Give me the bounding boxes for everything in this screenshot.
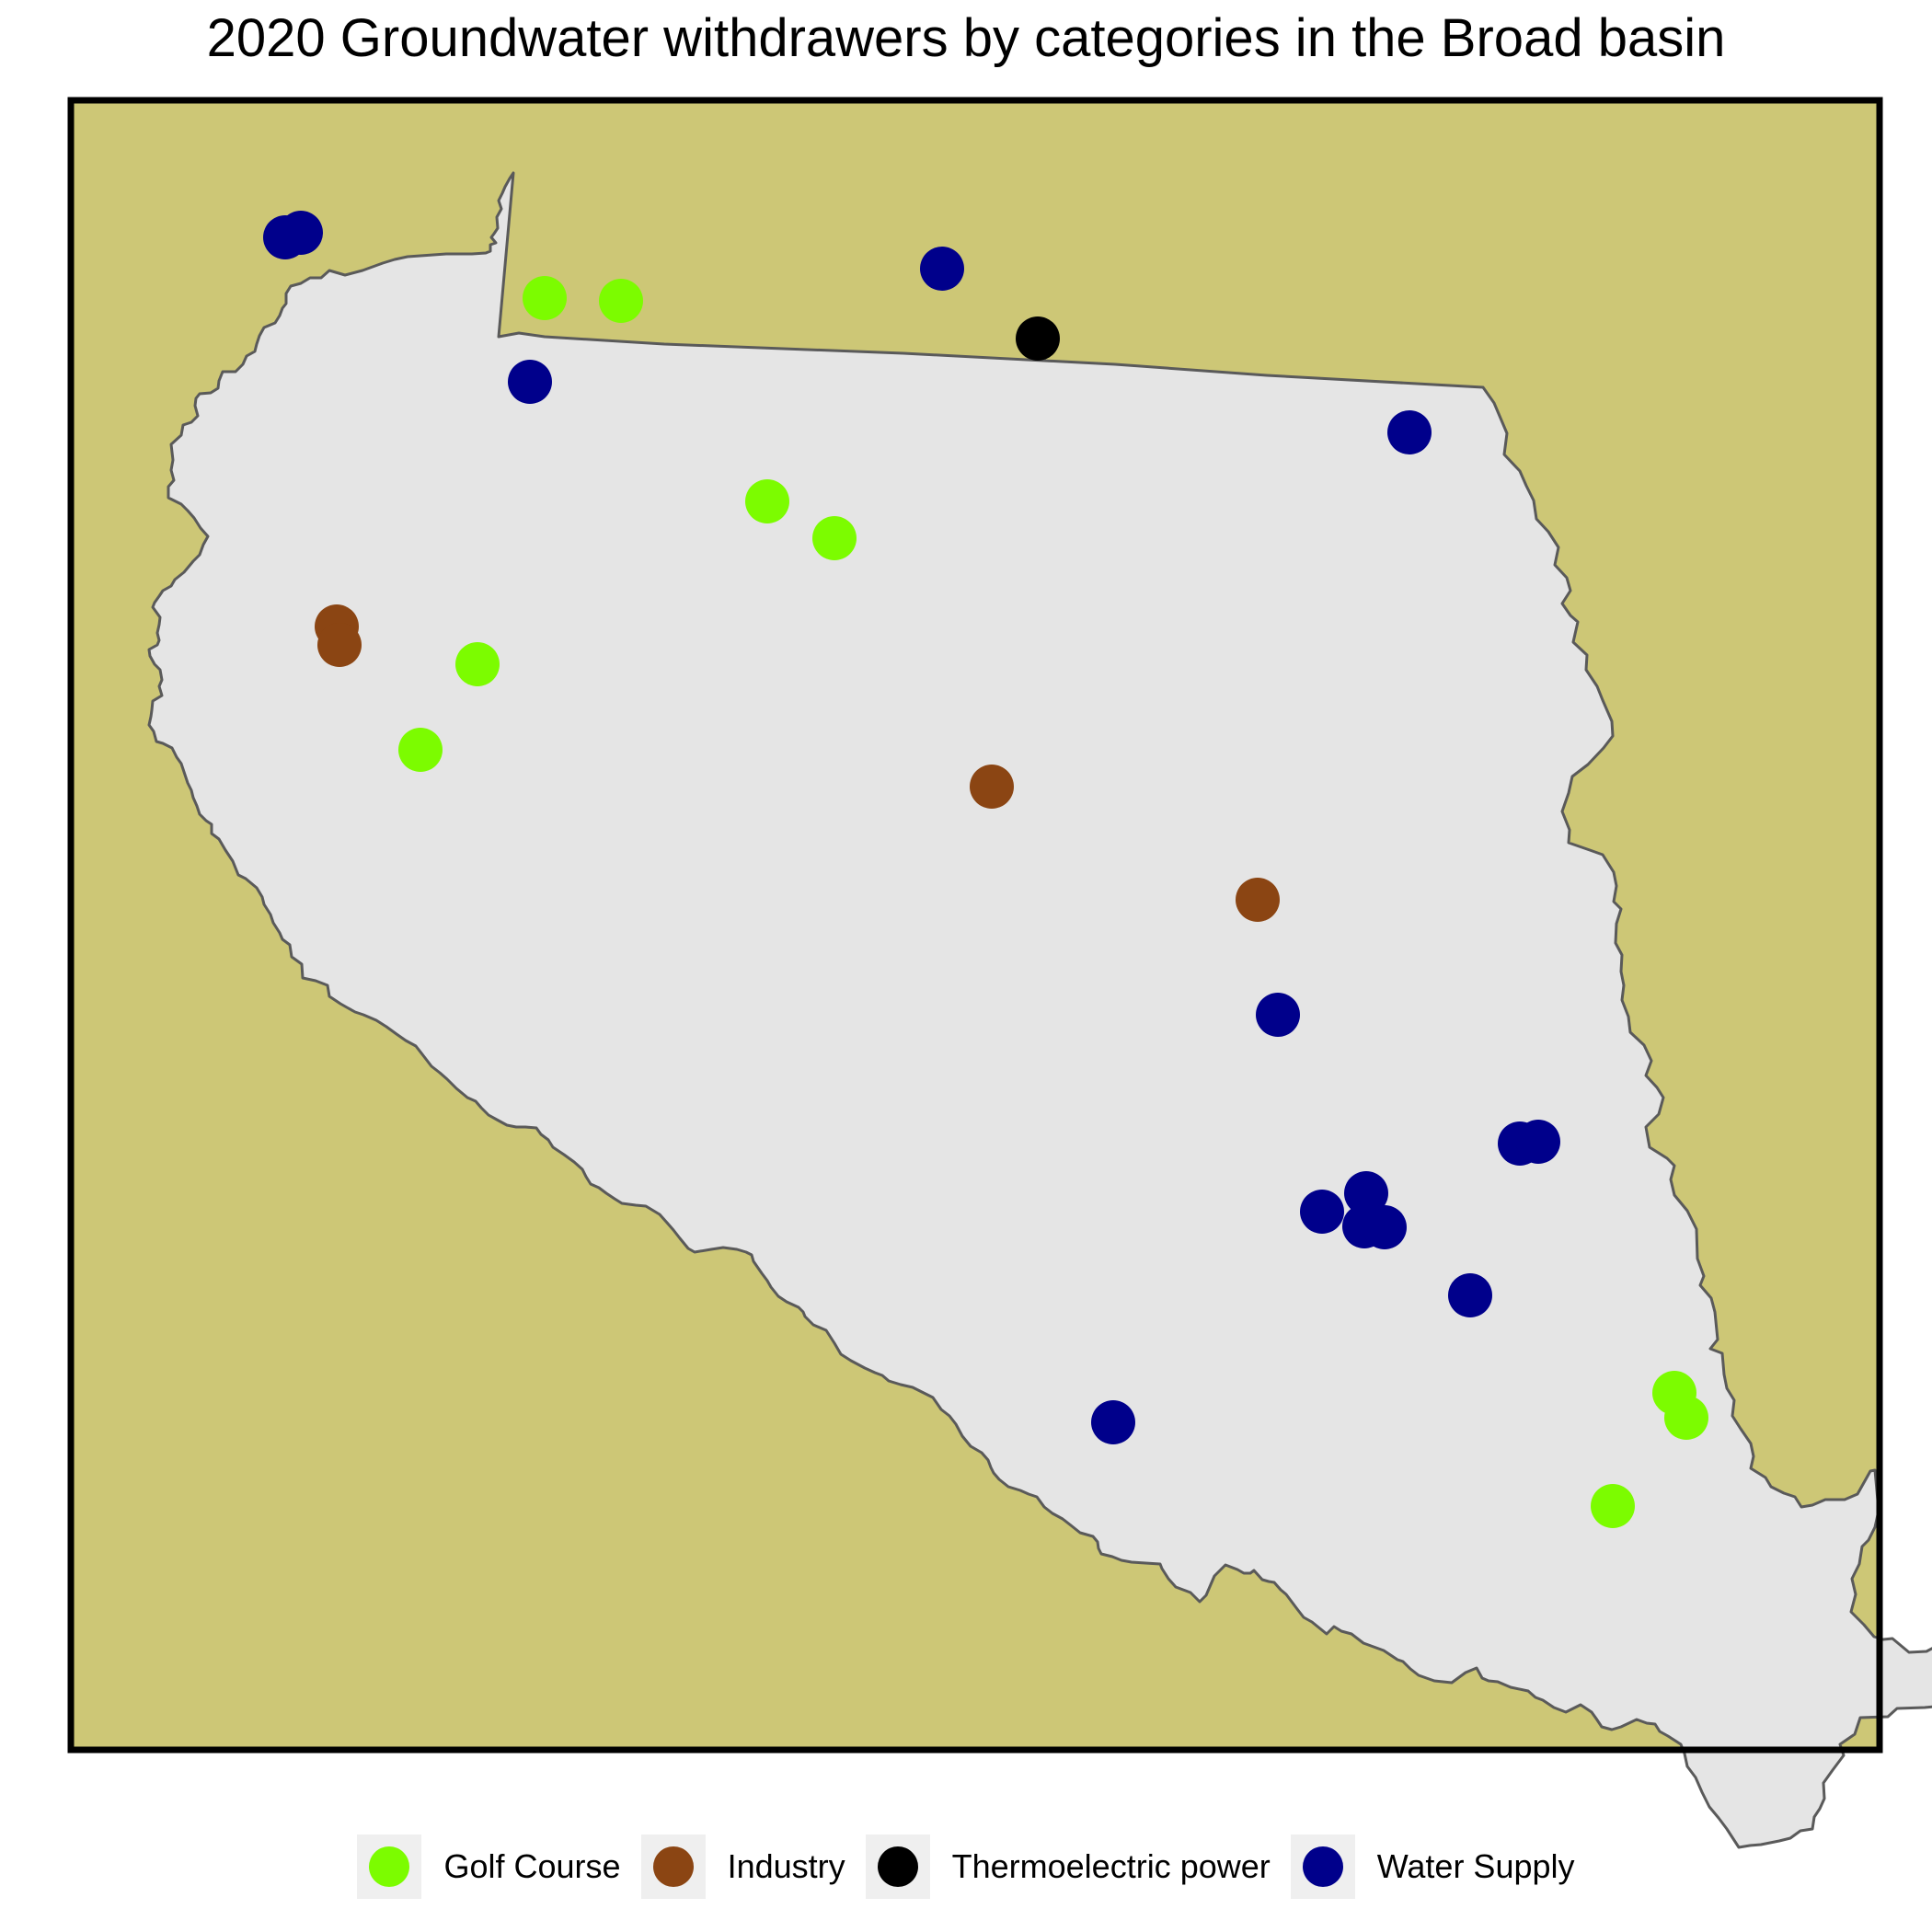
- water-supply-withdrawer-point: [508, 360, 552, 404]
- water-supply-withdrawer-point: [1387, 410, 1432, 454]
- map-title: 2020 Groundwater withdrawers by categori…: [206, 8, 1726, 68]
- map-frame: [67, 97, 1883, 1754]
- golf-course-withdrawer-point: [455, 642, 500, 686]
- golf-course-dot-icon: [369, 1846, 410, 1887]
- industry-dot-icon: [652, 1846, 694, 1887]
- legend-label-water-supply: Water Supply: [1376, 1847, 1575, 1885]
- legend-label-thermoelectric-power: Thermoelectric power: [951, 1847, 1271, 1885]
- golf-course-withdrawer-point: [1664, 1396, 1708, 1440]
- thermoelectric-power-dot-icon: [877, 1846, 918, 1887]
- thermoelectric-power-withdrawer-point: [1016, 316, 1060, 361]
- golf-course-withdrawer-point: [599, 279, 643, 323]
- water-supply-withdrawer-point: [279, 211, 323, 255]
- legend-label-golf-course: Golf Course: [443, 1847, 621, 1885]
- legend-item-thermoelectric-power: Thermoelectric power: [865, 1834, 1271, 1899]
- water-supply-withdrawer-point: [1091, 1400, 1135, 1444]
- industry-withdrawer-point: [970, 765, 1014, 809]
- golf-course-withdrawer-point: [745, 479, 789, 523]
- legend-key-thermoelectric-power: [865, 1834, 930, 1899]
- legend-key-golf-course: [357, 1834, 422, 1899]
- industry-withdrawer-point: [317, 623, 362, 667]
- water-supply-withdrawer-point: [1516, 1120, 1560, 1164]
- water-supply-withdrawer-point: [1363, 1205, 1407, 1249]
- golf-course-withdrawer-point: [523, 276, 567, 320]
- water-supply-withdrawer-point: [1344, 1171, 1388, 1215]
- legend-key-water-supply: [1290, 1834, 1355, 1899]
- golf-course-withdrawer-point: [812, 516, 857, 560]
- legend-item-industry: Industry: [640, 1834, 845, 1899]
- legend: Golf Course Industry Thermoelectric powe…: [0, 1834, 1932, 1899]
- withdrawer-points: [263, 211, 1708, 1528]
- legend-item-golf-course: Golf Course: [357, 1834, 621, 1899]
- water-supply-withdrawer-point: [1300, 1190, 1344, 1234]
- legend-label-industry: Industry: [727, 1847, 845, 1885]
- water-supply-dot-icon: [1302, 1846, 1343, 1887]
- water-supply-withdrawer-point: [1448, 1273, 1492, 1317]
- water-supply-withdrawer-point: [1256, 993, 1300, 1037]
- broad-basin-boundary: [147, 171, 1932, 1849]
- legend-item-water-supply: Water Supply: [1290, 1834, 1575, 1899]
- golf-course-withdrawer-point: [1591, 1484, 1635, 1528]
- water-supply-withdrawer-point: [920, 247, 964, 291]
- golf-course-withdrawer-point: [398, 728, 443, 772]
- legend-key-industry: [640, 1834, 706, 1899]
- industry-withdrawer-point: [1236, 878, 1280, 922]
